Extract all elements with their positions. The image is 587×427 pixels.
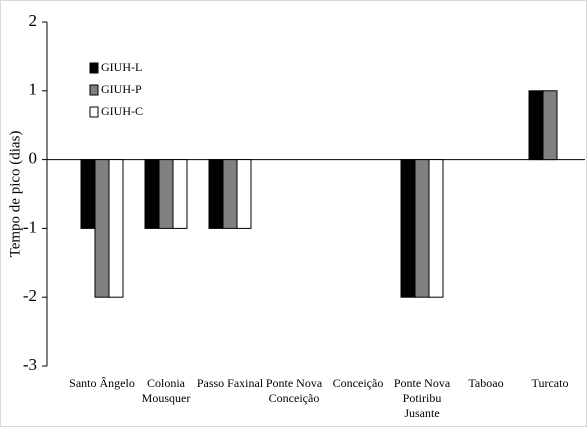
y-tick-label: 2: [29, 11, 38, 30]
legend-swatch: [89, 106, 99, 118]
legend-swatch: [89, 62, 99, 74]
x-tick-label: Santo Ângelo: [69, 376, 135, 390]
legend-label: GIUH-P: [101, 82, 142, 96]
y-axis-label: Tempo de pico (dias): [7, 131, 23, 258]
bar: [208, 159, 224, 229]
y-tick-label: -3: [23, 355, 37, 374]
y-tick-label: -1: [23, 217, 37, 236]
bar: [236, 159, 252, 229]
bar: [528, 90, 544, 161]
bar: [172, 159, 188, 229]
legend-label: GIUH-L: [101, 60, 142, 74]
legend-label: GIUH-C: [101, 104, 143, 118]
x-tick-label: Ponte Nova Potiribu Jusante: [394, 376, 451, 420]
bar: [144, 159, 160, 229]
y-tick-label: 1: [29, 80, 38, 99]
bar: [158, 159, 174, 229]
bar: [428, 159, 444, 298]
x-tick-label: Turcato: [532, 376, 569, 390]
x-tick-label: Ponte Nova Conceição: [266, 376, 323, 405]
bar: [94, 159, 110, 298]
x-tick-label: Taboao: [468, 376, 503, 390]
y-tick-label: 0: [29, 149, 38, 168]
legend-swatch: [89, 84, 99, 96]
bar: [414, 159, 430, 298]
bar: [108, 159, 124, 298]
y-tick-label: -2: [23, 286, 37, 305]
x-tick-label: Passo Faxinal: [197, 376, 264, 390]
bar: [222, 159, 238, 229]
bar: [400, 159, 416, 298]
bar: [542, 90, 558, 161]
x-tick-label: Conceição: [333, 376, 384, 390]
bar: [80, 159, 96, 229]
x-tick-label: Colonia Mousquer: [142, 376, 191, 405]
